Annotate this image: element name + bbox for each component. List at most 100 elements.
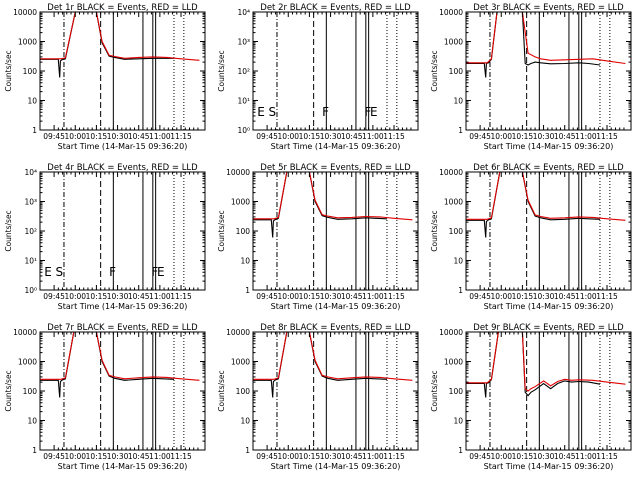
flag-letter: E xyxy=(157,265,165,279)
x-tick-label: 11:15 xyxy=(596,132,618,141)
x-tick-label: 09:45 xyxy=(43,452,65,461)
x-axis-label: Start Time (14-Mar-15 09:36:20) xyxy=(58,142,188,151)
x-axis-label: Start Time (14-Mar-15 09:36:20) xyxy=(58,462,188,471)
y-tick-label: 1 xyxy=(458,126,463,135)
y-axis-label: Counts/sec xyxy=(430,50,439,91)
y-tick-label: 10⁰ xyxy=(237,126,250,135)
y-tick-label: 1000 xyxy=(18,358,37,367)
detector-panel-9: Det 9r BLACK = Events, RED = LLD 1 10 100 10… xyxy=(430,323,632,471)
series-line-lld xyxy=(466,12,626,65)
y-tick-label: 10² xyxy=(24,227,37,236)
y-tick-label: 10 xyxy=(453,257,463,266)
y-tick-label: 1 xyxy=(458,286,463,295)
panel-title: Det 9r BLACK = Events, RED = LLD xyxy=(473,323,624,333)
x-tick-label: 10:15 xyxy=(299,292,321,301)
y-axis-label: Counts/sec xyxy=(430,210,439,251)
x-tick-label: 10:00 xyxy=(277,292,299,301)
x-tick-label: 10:15 xyxy=(512,132,534,141)
x-axis-label: Start Time (14-Mar-15 09:36:20) xyxy=(484,142,614,151)
x-axis-label: Start Time (14-Mar-15 09:36:20) xyxy=(484,302,614,311)
y-tick-label: 1000 xyxy=(444,38,463,47)
detector-panel-3: Det 3r BLACK = Events, RED = LLD 1 10 100 10… xyxy=(430,3,632,151)
y-tick-label: 100 xyxy=(449,67,464,76)
y-axis-label: Counts/sec xyxy=(217,50,226,91)
y-tick-label: 1000 xyxy=(231,198,250,207)
x-tick-label: 10:30 xyxy=(533,292,555,301)
x-axis-label: Start Time (14-Mar-15 09:36:20) xyxy=(271,302,401,311)
detector-panel-8: Det 8r BLACK = Events, RED = LLD 1 10 100 10… xyxy=(217,323,419,471)
series-line-lld xyxy=(466,172,626,221)
x-tick-label: 11:15 xyxy=(383,292,405,301)
x-tick-label: 10:15 xyxy=(86,132,108,141)
series-line-lld xyxy=(253,332,413,381)
y-tick-label: 10000 xyxy=(226,168,250,177)
y-tick-label: 10² xyxy=(237,67,250,76)
series-line-events xyxy=(466,332,601,398)
x-tick-label: 11:15 xyxy=(596,292,618,301)
x-tick-label: 11:00 xyxy=(149,452,171,461)
y-tick-label: 1000 xyxy=(444,358,463,367)
detector-panel-7: Det 7r BLACK = Events, RED = LLD 1 10 100 10… xyxy=(4,323,206,471)
x-tick-label: 10:15 xyxy=(86,292,108,301)
x-tick-label: 11:15 xyxy=(170,452,192,461)
x-tick-label: 10:15 xyxy=(299,452,321,461)
y-axis-label: Counts/sec xyxy=(4,370,13,411)
y-tick-label: 100 xyxy=(236,387,251,396)
x-tick-label: 11:15 xyxy=(170,132,192,141)
series-line-events xyxy=(466,12,601,78)
series-line-lld xyxy=(466,332,626,392)
y-tick-label: 10³ xyxy=(24,198,37,207)
x-tick-label: 11:15 xyxy=(383,452,405,461)
y-tick-label: 1 xyxy=(245,446,250,455)
y-tick-label: 10000 xyxy=(13,8,37,17)
y-tick-label: 100 xyxy=(449,387,464,396)
y-tick-label: 10000 xyxy=(13,328,37,337)
x-tick-label: 10:15 xyxy=(86,452,108,461)
y-tick-label: 10 xyxy=(27,417,37,426)
x-tick-label: 09:45 xyxy=(256,132,278,141)
series-line-lld xyxy=(253,172,413,221)
detector-panel-1: Det 1r BLACK = Events, RED = LLD 1 10 100 10… xyxy=(4,3,206,151)
x-tick-label: 10:45 xyxy=(341,132,363,141)
x-tick-label: 11:00 xyxy=(575,452,597,461)
x-tick-label: 10:15 xyxy=(299,132,321,141)
y-tick-label: 10⁴ xyxy=(24,168,37,177)
y-tick-label: 10000 xyxy=(439,168,463,177)
x-tick-label: 11:00 xyxy=(149,132,171,141)
x-tick-label: 10:00 xyxy=(277,132,299,141)
flag-letter: E xyxy=(257,105,265,119)
flag-letter: F xyxy=(109,265,116,279)
y-tick-label: 1 xyxy=(32,446,37,455)
panel-title: Det 7r BLACK = Events, RED = LLD xyxy=(47,323,198,333)
y-tick-label: 1 xyxy=(32,126,37,135)
y-tick-label: 10⁴ xyxy=(237,8,250,17)
x-tick-label: 10:00 xyxy=(64,292,86,301)
y-tick-label: 1000 xyxy=(231,358,250,367)
x-tick-label: 09:45 xyxy=(43,132,65,141)
x-tick-label: 11:00 xyxy=(362,132,384,141)
x-tick-label: 11:15 xyxy=(170,292,192,301)
panel-title: Det 5r BLACK = Events, RED = LLD xyxy=(260,163,411,173)
panel-title: Det 8r BLACK = Events, RED = LLD xyxy=(260,323,411,333)
x-tick-label: 10:15 xyxy=(512,452,534,461)
x-tick-label: 10:45 xyxy=(554,292,576,301)
x-tick-label: 10:45 xyxy=(341,452,363,461)
x-tick-label: 10:30 xyxy=(533,452,555,461)
x-tick-label: 10:30 xyxy=(107,292,129,301)
y-tick-label: 10³ xyxy=(237,38,250,47)
y-tick-label: 1 xyxy=(458,446,463,455)
x-tick-label: 10:00 xyxy=(64,132,86,141)
flag-letter: E xyxy=(370,105,378,119)
x-tick-label: 10:45 xyxy=(128,132,150,141)
x-axis-label: Start Time (14-Mar-15 09:36:20) xyxy=(271,462,401,471)
flag-letter: E xyxy=(44,265,52,279)
y-tick-label: 10 xyxy=(27,97,37,106)
y-axis-label: Counts/sec xyxy=(217,210,226,251)
x-tick-label: 11:15 xyxy=(596,452,618,461)
x-tick-label: 09:45 xyxy=(469,292,491,301)
y-tick-label: 100 xyxy=(236,227,251,236)
x-tick-label: 09:45 xyxy=(256,292,278,301)
x-tick-label: 10:45 xyxy=(554,452,576,461)
